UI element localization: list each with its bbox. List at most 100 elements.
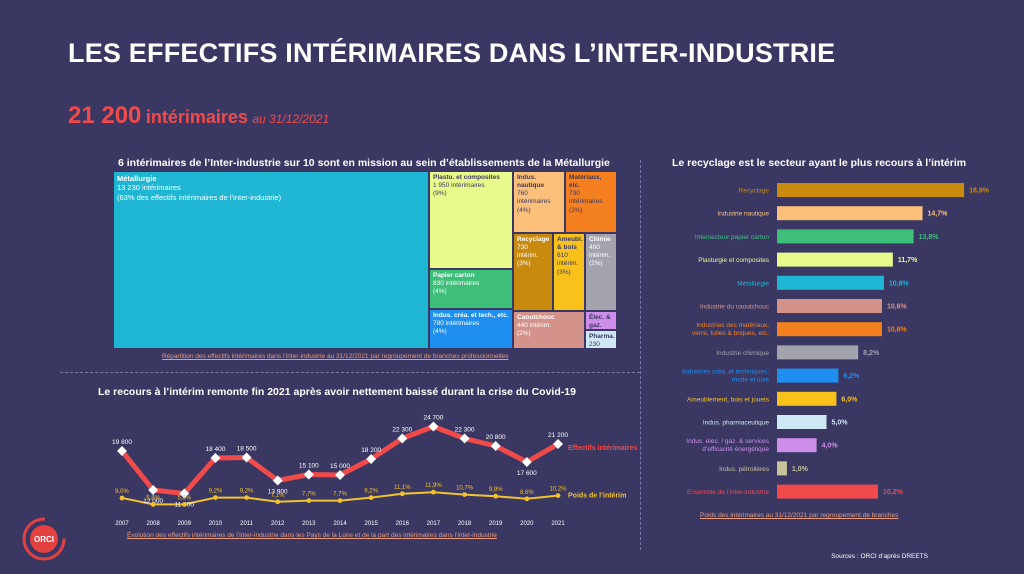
- tile-line2: (4%): [517, 206, 531, 214]
- tile-line1: 780 intérimaires: [433, 320, 480, 328]
- page-title: LES EFFECTIFS INTÉRIMAIRES DANS L’INTER-…: [68, 38, 836, 68]
- point-poids: [150, 502, 156, 507]
- headline-value: 21 200: [68, 102, 142, 129]
- bar-value-label: 10,2%: [883, 489, 904, 496]
- tile-line1: 440 intérim.: [517, 322, 551, 330]
- tile-name: Pharma.: [589, 333, 615, 340]
- data-label-poids: 7,7%: [333, 492, 347, 498]
- data-label-poids: 9,2%: [240, 489, 254, 495]
- tile-name: Matériaux, etc.: [569, 174, 602, 190]
- bar-indus-petrolieres: [777, 461, 787, 476]
- bar-value-label: 10,8%: [889, 280, 910, 287]
- data-label-poids: 11,9%: [425, 483, 442, 489]
- data-label-poids: 9,2%: [209, 489, 223, 495]
- x-tick-label: 2012: [271, 521, 285, 527]
- x-tick-label: 2020: [520, 521, 534, 527]
- bar-industries-crea-et-techniques-mode-et-luxe: [777, 368, 839, 383]
- data-label-effectifs: 22 300: [455, 427, 475, 434]
- tile-line2: (9%): [433, 190, 447, 198]
- bar-ameublement-bois-et-jouets: [777, 391, 837, 406]
- bar-category-label: Ameublement, bois et jouets: [687, 396, 770, 403]
- data-label-poids: 9,0%: [115, 489, 129, 495]
- tile-line2: (4%): [433, 328, 447, 336]
- bar-value-label: 6,0%: [841, 396, 858, 403]
- bar-recyclage: [777, 183, 965, 197]
- treemap-caption[interactable]: Répartition des effectifs intérimaires d…: [162, 353, 509, 360]
- point-poids: [493, 493, 499, 499]
- treemap-tile-indus-nautique: Indus. nautique 760 intérimaires (4%): [514, 172, 564, 232]
- bar-value-label: 13,8%: [919, 234, 940, 241]
- headline-unit: intérimaires: [145, 107, 248, 127]
- tile-line2: (3%): [517, 260, 531, 268]
- bar-category-label: Recyclage: [739, 188, 770, 195]
- tile-line1: 830 intérimaires: [433, 280, 480, 288]
- tile-name: Ameubl. & bois: [557, 236, 583, 252]
- point-poids: [244, 495, 249, 500]
- data-label-poids: 7,1%: [271, 493, 285, 499]
- bar-value-label: 10,6%: [887, 327, 908, 334]
- bar-category-label: Industrie chimique: [716, 350, 769, 357]
- bar-plasturgie-et-composites: [777, 252, 893, 267]
- data-label-effectifs: 12 000: [143, 498, 163, 505]
- headline: 21 200 intérimaires au 31/12/2021: [68, 102, 329, 130]
- tile-line1: 230 intérim. (1%): [589, 341, 600, 348]
- tile-name: Indus. créa. et tech., etc.: [433, 312, 509, 319]
- point-effectifs: [553, 439, 563, 449]
- point-effectifs: [272, 475, 283, 486]
- bar-industries-des-materiaux-verre-tuiles-briques-etc: [777, 322, 882, 337]
- point-poids: [431, 489, 436, 495]
- data-label-poids: 7,7%: [302, 492, 316, 498]
- column-divider: [640, 160, 641, 550]
- x-tick-label: 2013: [302, 521, 316, 527]
- tile-line2: (2%): [517, 330, 531, 338]
- point-poids: [555, 493, 561, 498]
- bar-category-label: Ensemble de l’inter-industrie: [687, 489, 769, 496]
- source-note: Sources : ORCI d’après DREETS: [831, 553, 928, 560]
- x-tick-label: 2008: [146, 521, 160, 527]
- bar-value-label: 18,9%: [969, 188, 990, 195]
- line-chart-caption[interactable]: Évolution des effectifs intérimaires de …: [127, 532, 497, 539]
- legend-poids: Poids de l’intérim: [568, 493, 626, 500]
- data-label-effectifs: 22 300: [392, 427, 412, 434]
- bar-value-label: 11,7%: [898, 257, 918, 264]
- x-tick-label: 2007: [115, 521, 129, 527]
- data-label-effectifs: 13 900: [268, 489, 288, 496]
- point-poids: [368, 495, 374, 500]
- x-tick-label: 2011: [240, 521, 254, 527]
- treemap-tile-papier-carton: Papier carton 830 intérimaires (4%): [430, 270, 512, 308]
- tile-line2: (3%): [557, 268, 571, 276]
- point-poids: [306, 498, 312, 503]
- tile-line1: 730 intérimaires: [569, 190, 603, 206]
- bar-category-label: Plasturgie et composites: [698, 257, 770, 264]
- treemap: Métallurgie 13 230 intérimaires (63% des e…: [114, 172, 616, 348]
- bar-category-label: Intersecteur papier carton: [695, 234, 769, 241]
- tile-name: Chimie: [589, 236, 611, 243]
- treemap-tile-plastu-et-composites: Plastu. et composites 1 950 intérimaires(…: [430, 172, 512, 268]
- bar-category-label: Métallurgie: [737, 280, 769, 287]
- point-poids: [119, 495, 125, 501]
- bar-category-label: Indus. pharmaceutique: [703, 420, 770, 427]
- tile-name: Métallurgie: [117, 174, 157, 183]
- bar-industrie-du-caoutchouc: [777, 299, 882, 313]
- bar-chart-caption[interactable]: Poids des intérimaires au 31/12/2021 par…: [700, 512, 899, 519]
- treemap-tile-recyclage: Recyclage 730 intérim. (3%): [514, 234, 552, 310]
- x-tick-label: 2009: [178, 521, 192, 527]
- bar-category-label: Industrie nautique: [717, 211, 769, 218]
- tile-line2: (4%): [433, 288, 447, 296]
- bar-indus-pharmaceutique: [777, 415, 827, 429]
- tile-line1: 1 950 intérimaires: [433, 182, 485, 190]
- treemap-tile-metallurgie: Métallurgie 13 230 intérimaires (63% des e…: [114, 172, 428, 348]
- tile-line2: (2%): [589, 260, 603, 268]
- x-tick-label: 2019: [489, 521, 503, 527]
- data-label-poids: 5,8%: [146, 495, 160, 501]
- data-label-effectifs: 21 200: [548, 432, 568, 439]
- bar-ensemble-de-l-inter-industrie: [777, 484, 878, 499]
- data-label-poids: 9,9%: [489, 487, 503, 493]
- bar-value-label: 5,0%: [832, 420, 849, 427]
- tile-line1: 730 intérim.: [517, 244, 539, 260]
- bar-value-label: 1,0%: [792, 466, 809, 473]
- bar-value-label: 4,0%: [822, 443, 839, 450]
- bar-intersecteur-papier-carton: [777, 229, 914, 244]
- x-tick-label: 2018: [458, 521, 472, 527]
